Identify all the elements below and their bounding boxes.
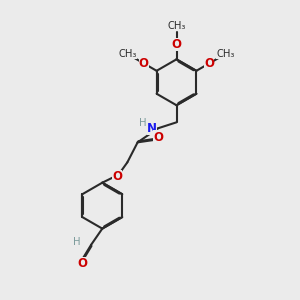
Text: O: O [204,57,214,70]
Text: O: O [139,57,149,70]
Text: O: O [154,130,164,143]
Text: CH₃: CH₃ [216,49,235,59]
Text: O: O [77,257,87,270]
Text: CH₃: CH₃ [118,49,137,59]
Text: CH₃: CH₃ [167,21,186,31]
Text: O: O [172,38,182,51]
Text: O: O [112,170,122,183]
Text: H: H [73,238,81,248]
Text: N: N [147,122,157,135]
Text: H: H [139,118,147,128]
